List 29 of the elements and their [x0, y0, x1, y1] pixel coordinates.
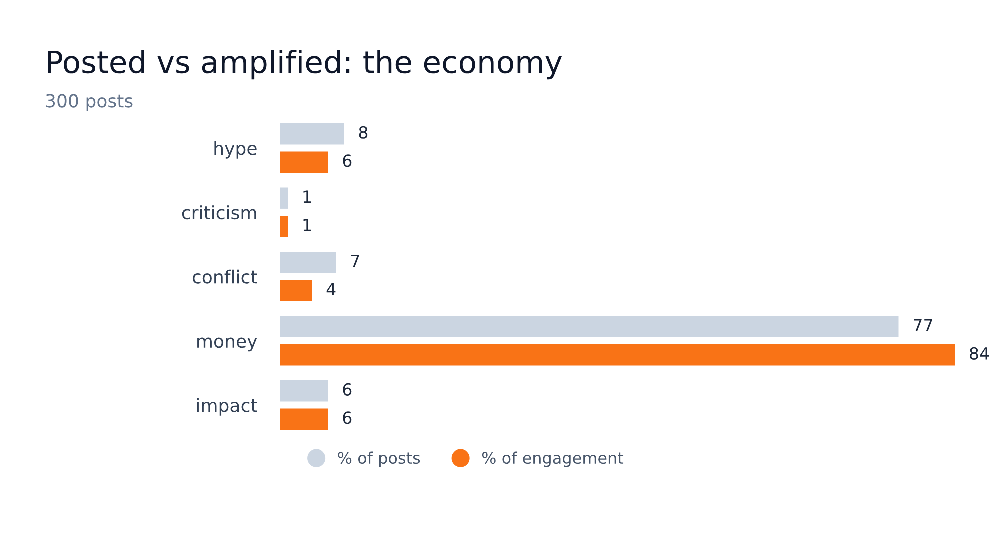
y-tick-label: impact — [197, 398, 258, 416]
text: 300 posts — [46, 94, 133, 112]
y-tick-label: hype — [214, 141, 257, 159]
bar — [280, 216, 288, 238]
bar — [280, 280, 312, 302]
data-label: 77 — [914, 319, 932, 332]
data-label: 1 — [304, 219, 311, 232]
bar — [280, 252, 336, 274]
bar — [280, 123, 344, 145]
data-label: 6 — [343, 412, 352, 424]
legend-label: % of engagement — [482, 452, 624, 468]
data-label: 6 — [343, 383, 352, 396]
data-label: 84 — [970, 347, 990, 360]
bar — [280, 188, 288, 209]
data-label: 6 — [343, 154, 352, 168]
data-label: 8 — [359, 126, 368, 139]
y-tick-label: criticism — [182, 206, 256, 220]
chart-title: Posted vs amplified: the economy — [48, 50, 562, 80]
data-label: 1 — [304, 190, 311, 203]
data-label: 7 — [352, 255, 360, 268]
y-tick-label: conflict — [192, 270, 258, 284]
bar — [280, 344, 955, 366]
bar — [280, 408, 328, 430]
bar — [280, 316, 899, 338]
bar — [280, 380, 328, 402]
legend-label: % of posts — [338, 452, 420, 468]
y-tick-label: money — [198, 338, 258, 352]
bar — [280, 152, 328, 173]
data-label: 4 — [326, 283, 336, 296]
